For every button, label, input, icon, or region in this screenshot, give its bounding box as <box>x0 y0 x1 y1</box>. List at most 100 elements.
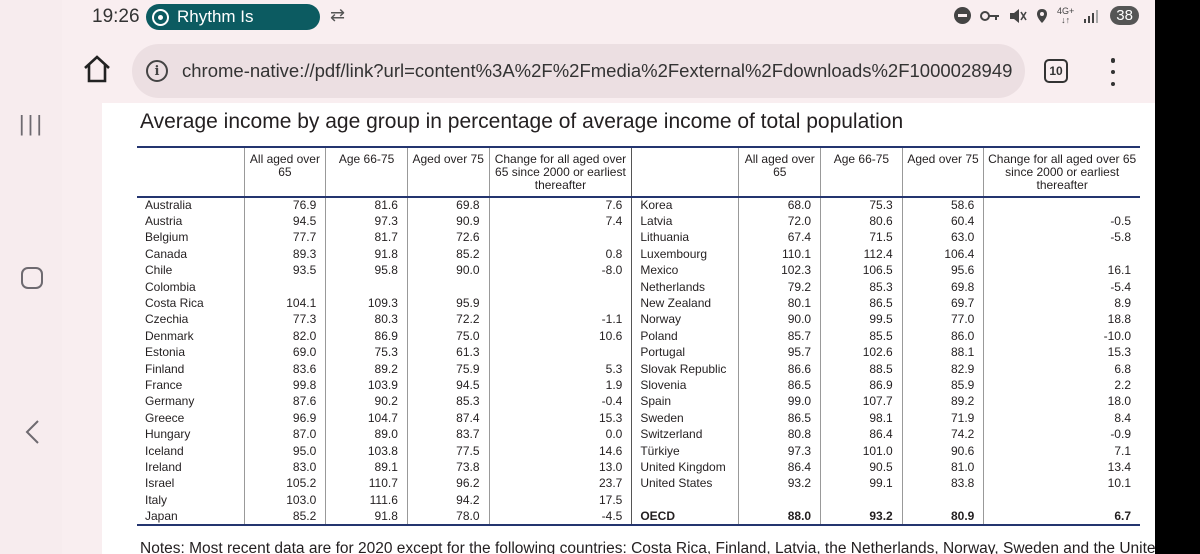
value-cell-over75: 72.2 <box>406 311 489 329</box>
value-cell-change: 10.6 <box>488 328 632 345</box>
signal-icon <box>1084 9 1099 23</box>
table-row: Colombia Netherlands 79.2 85.3 69.8 -5.4 <box>137 278 1140 296</box>
value-cell-change: 6.8 <box>983 360 1140 378</box>
value-cell-all65: 89.3 <box>243 246 326 263</box>
value-cell-change <box>488 295 632 312</box>
value-cell-a6675: 71.5 <box>820 229 903 247</box>
income-table: All aged over 65 Age 66-75 Aged over 75 … <box>137 146 1140 526</box>
value-cell-change <box>488 229 632 247</box>
value-cell-all65: 87.6 <box>243 393 326 411</box>
home-nav-icon[interactable] <box>18 264 46 292</box>
country-cell: OECD <box>631 508 739 526</box>
value-cell-change <box>983 492 1140 509</box>
value-cell-over75: 61.3 <box>406 344 489 361</box>
value-cell-all65: 99.8 <box>243 377 326 394</box>
browser-window: 19:26 Rhythm Is ⇄ 4G+ ↓↑ 38 i chrome-nati… <box>62 0 1155 554</box>
tab-switcher-button[interactable]: 10 <box>1044 59 1068 83</box>
country-cell: Türkiye <box>631 442 739 460</box>
notification-pill[interactable]: Rhythm Is <box>146 4 320 30</box>
screen-edge <box>1155 0 1200 554</box>
country-cell: France <box>145 377 183 392</box>
country-cell: Ireland <box>145 459 182 474</box>
value-cell-over75: 95.9 <box>406 295 489 312</box>
value-cell-a6675: 80.6 <box>820 213 903 230</box>
value-cell-change <box>983 246 1140 263</box>
network-type: 4G+ ↓↑ <box>1057 5 1075 25</box>
country-cell: Slovenia <box>631 377 739 394</box>
table-row: Hungary 87.0 89.0 83.7 0.0 Switzerland 80.8 86.… <box>137 426 1140 443</box>
country-cell: New Zealand <box>631 295 739 312</box>
value-cell-a6675: 111.6 <box>325 492 408 509</box>
value-cell-all65: 102.3 <box>738 262 821 279</box>
location-icon <box>1037 8 1047 23</box>
country-cell: Chile <box>145 263 173 278</box>
home-icon[interactable] <box>82 54 112 84</box>
info-icon[interactable]: i <box>146 60 168 82</box>
header-all65-right: All aged over 65 <box>738 146 821 198</box>
country-cell: Luxembourg <box>631 246 739 263</box>
address-bar[interactable]: i chrome-native://pdf/link?url=content%3… <box>132 44 1025 98</box>
table-row: Chile 93.5 95.8 90.0 -8.0 Mexico 102.3 106.5 95.… <box>137 262 1140 279</box>
value-cell-over75: 58.6 <box>901 197 984 214</box>
value-cell-change: 5.3 <box>488 360 632 378</box>
value-cell-a6675: 85.5 <box>820 328 903 345</box>
value-cell-change: 15.3 <box>983 344 1140 361</box>
value-cell-change: 0.8 <box>488 246 632 263</box>
value-cell-a6675: 99.5 <box>820 311 903 329</box>
table-row: Japan 85.2 91.8 78.0 -4.5 OECD 88.0 93.2 80.9 6.7 <box>137 508 1140 526</box>
value-cell-a6675: 89.0 <box>325 426 408 443</box>
rhythm-app-icon <box>152 8 169 26</box>
value-cell-all65: 99.0 <box>738 393 821 411</box>
table-row: Australia 76.9 81.6 69.8 7.6 Korea 68.0 75.3 58.… <box>137 197 1140 214</box>
value-cell-all65: 103.0 <box>243 492 326 509</box>
value-cell-over75: 75.9 <box>406 360 489 378</box>
recents-icon[interactable]: ||| <box>18 111 46 136</box>
value-cell-over75: 81.0 <box>901 459 984 476</box>
value-cell-all65: 87.0 <box>243 426 326 443</box>
value-cell-over75: 72.6 <box>406 229 489 247</box>
pdf-page: Average income by age group in percentag… <box>102 103 1155 554</box>
value-cell-a6675: 98.1 <box>820 410 903 427</box>
value-cell-over75: 74.2 <box>901 426 984 443</box>
value-cell-change: 8.9 <box>983 295 1140 312</box>
status-bar: 19:26 Rhythm Is ⇄ 4G+ ↓↑ 38 <box>62 0 1155 34</box>
value-cell-change: -5.4 <box>983 278 1140 296</box>
country-cell: Hungary <box>145 427 191 442</box>
table-notes: Notes: Most recent data are for 2020 exc… <box>140 540 1155 554</box>
table-header-row: All aged over 65 Age 66-75 Aged over 75 … <box>137 146 1140 198</box>
value-cell-over75: 77.5 <box>406 442 489 460</box>
value-cell-a6675: 75.3 <box>820 197 903 214</box>
table-row: Finland 83.6 89.2 75.9 5.3 Slovak Republic 86.… <box>137 360 1140 378</box>
value-cell-over75: 69.8 <box>406 197 489 214</box>
value-cell-a6675: 81.7 <box>325 229 408 247</box>
value-cell-a6675: 112.4 <box>820 246 903 263</box>
value-cell-over75: 60.4 <box>901 213 984 230</box>
country-cell: Poland <box>631 328 739 345</box>
country-cell: Spain <box>631 393 739 411</box>
country-cell: Greece <box>145 410 185 425</box>
value-cell-all65: 72.0 <box>738 213 821 230</box>
url-text[interactable]: chrome-native://pdf/link?url=content%3A%… <box>182 60 1013 81</box>
value-cell-change: -1.1 <box>488 311 632 329</box>
value-cell-change: 6.7 <box>983 508 1140 526</box>
value-cell-change: 7.4 <box>488 213 632 230</box>
value-cell-change: -4.5 <box>488 508 632 526</box>
value-cell-change: 13.0 <box>488 459 632 476</box>
value-cell-all65: 80.8 <box>738 426 821 443</box>
country-cell: Korea <box>631 197 739 214</box>
country-cell: Austria <box>145 214 183 229</box>
value-cell-change: 7.1 <box>983 442 1140 460</box>
value-cell-over75: 96.2 <box>406 475 489 493</box>
value-cell-change: -8.0 <box>488 262 632 279</box>
more-vert-icon[interactable] <box>1109 58 1117 86</box>
value-cell-over75: 80.9 <box>901 508 984 526</box>
table-row: Czechia 77.3 80.3 72.2 -1.1 Norway 90.0 99.5 77.… <box>137 311 1140 329</box>
value-cell-change: -0.9 <box>983 426 1140 443</box>
value-cell-change: 16.1 <box>983 262 1140 279</box>
value-cell-all65: 85.2 <box>243 508 326 526</box>
value-cell-over75: 94.5 <box>406 377 489 394</box>
value-cell-a6675: 97.3 <box>325 213 408 230</box>
value-cell-change <box>488 278 632 296</box>
value-cell-all65: 83.6 <box>243 360 326 378</box>
back-icon[interactable] <box>18 418 46 446</box>
